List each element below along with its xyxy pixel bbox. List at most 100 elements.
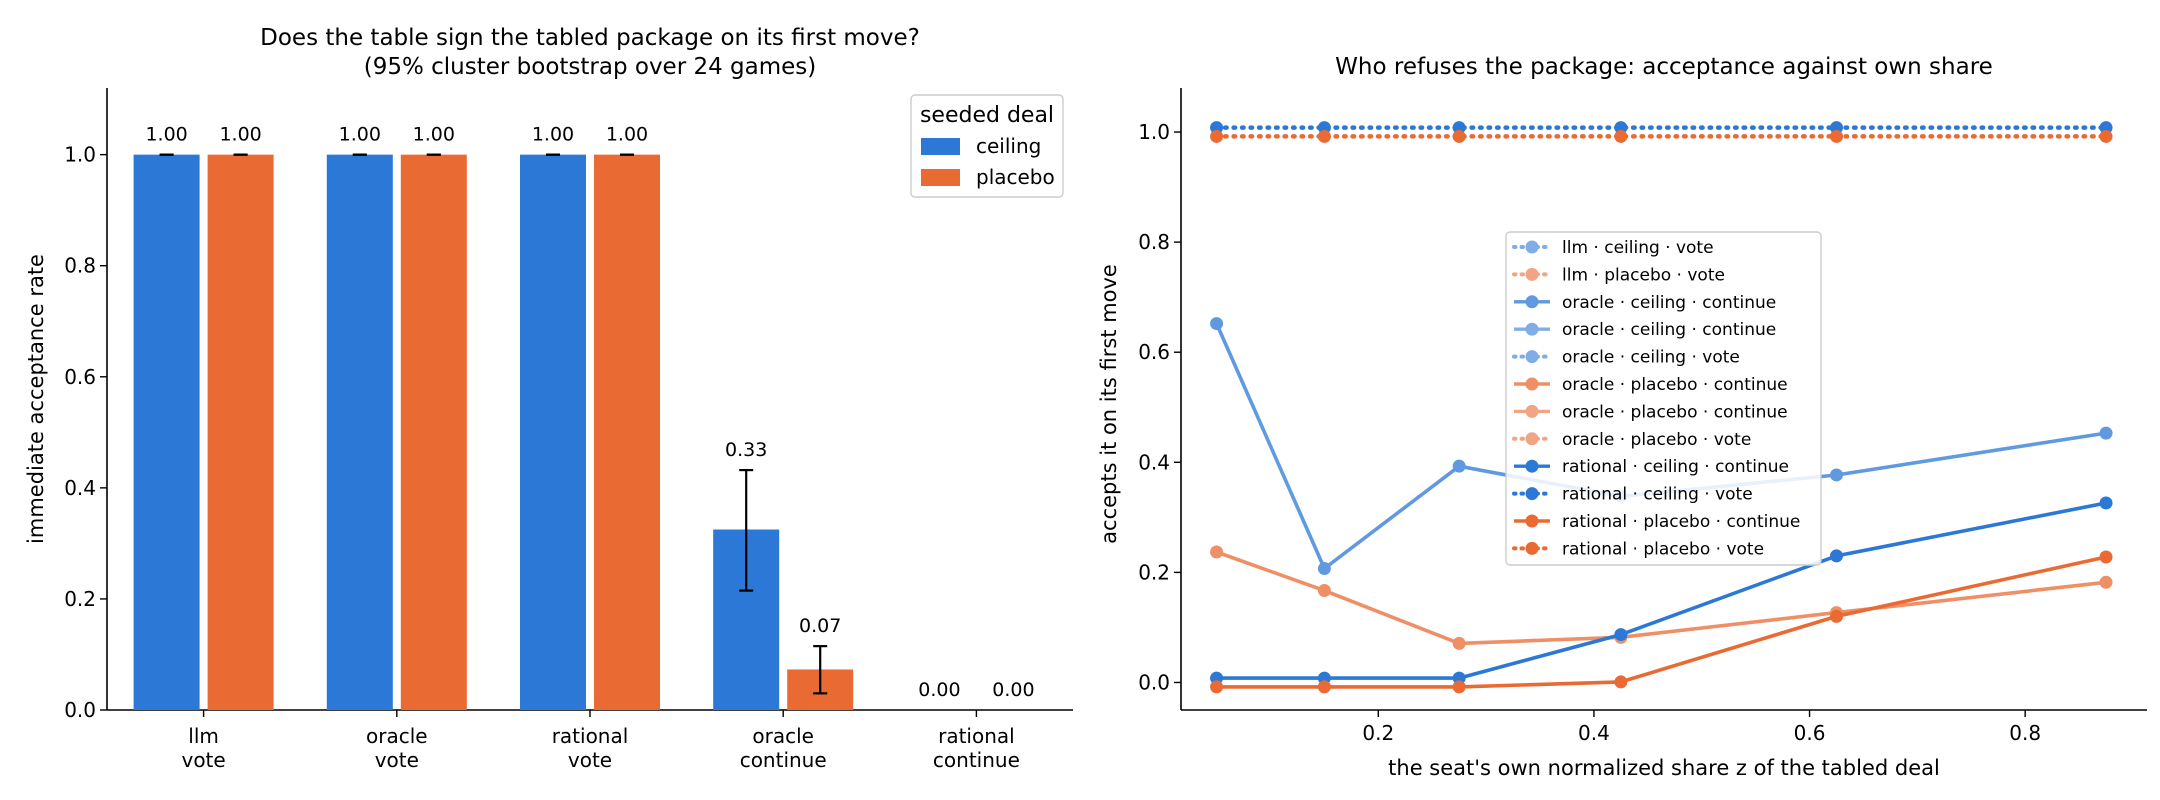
y-axis-label: immediate acceptance rate bbox=[24, 254, 48, 544]
data-label: 0.33 bbox=[725, 439, 767, 461]
legend-swatch bbox=[921, 169, 960, 186]
y-tick-label: 0.2 bbox=[1138, 560, 1170, 584]
x-tick-label: 0.8 bbox=[2009, 721, 2041, 745]
data-point bbox=[1452, 680, 1466, 694]
legend-dot bbox=[1525, 541, 1539, 555]
legend-title: seeded deal bbox=[920, 103, 1054, 128]
legend-label: oracle · ceiling · continue bbox=[1562, 320, 1776, 340]
x-tick-label: 0.2 bbox=[1362, 721, 1394, 745]
y-tick-label: 0.8 bbox=[1138, 230, 1170, 254]
y-tick-label: 0.0 bbox=[64, 698, 96, 722]
legend-dot bbox=[1525, 514, 1539, 528]
legend-label: placebo bbox=[976, 165, 1055, 189]
data-point bbox=[2099, 550, 2113, 564]
data-label: 0.00 bbox=[992, 679, 1034, 701]
legend-label: rational · ceiling · continue bbox=[1562, 457, 1789, 477]
data-label: 1.00 bbox=[339, 124, 381, 146]
y-tick-label: 0.8 bbox=[64, 254, 96, 278]
data-point bbox=[1830, 129, 1843, 143]
data-point bbox=[1210, 129, 1224, 143]
y-tick-label: 0.4 bbox=[64, 476, 96, 500]
data-label: 1.00 bbox=[219, 124, 261, 146]
y-tick-label: 0.2 bbox=[64, 587, 96, 611]
data-point bbox=[1317, 584, 1331, 598]
series bbox=[1210, 496, 2113, 685]
series-line bbox=[1216, 501, 2107, 680]
chart-title: Does the table sign the tabled package o… bbox=[260, 25, 920, 51]
legend-dot bbox=[1525, 350, 1539, 364]
legend-box bbox=[1505, 231, 1822, 566]
chart-title: Who refuses the package: acceptance agai… bbox=[1335, 54, 1993, 80]
data-point bbox=[1452, 459, 1466, 473]
legend-label: oracle · ceiling · continue bbox=[1562, 293, 1776, 313]
bar bbox=[520, 154, 586, 711]
legend-dot bbox=[1525, 295, 1539, 309]
y-tick-label: 0.0 bbox=[1138, 670, 1170, 694]
series-line bbox=[1216, 555, 2107, 689]
x-tick-label: rational bbox=[552, 724, 629, 748]
data-label: 0.00 bbox=[918, 679, 960, 701]
data-point bbox=[1830, 609, 1843, 623]
data-label: 0.07 bbox=[799, 615, 841, 637]
legend-marker bbox=[1514, 295, 1550, 309]
legend-label: llm · placebo · vote bbox=[1562, 265, 1725, 285]
data-point bbox=[2099, 575, 2113, 589]
data-label: 1.00 bbox=[145, 124, 187, 146]
legend-marker bbox=[1512, 350, 1552, 364]
x-tick-label: llm bbox=[188, 724, 219, 748]
legend-marker bbox=[1512, 541, 1552, 555]
y-tick-label: 1.0 bbox=[1138, 120, 1170, 144]
bar bbox=[133, 154, 200, 711]
bar bbox=[400, 154, 467, 711]
data-point bbox=[1830, 468, 1843, 482]
data-label: 1.00 bbox=[413, 124, 455, 146]
data-point bbox=[1830, 549, 1843, 563]
series bbox=[1210, 550, 2113, 694]
data-point bbox=[2099, 129, 2113, 143]
legend-marker bbox=[1512, 487, 1552, 501]
y-tick-label: 0.6 bbox=[1138, 340, 1170, 364]
legend-dot bbox=[1525, 322, 1539, 336]
series-line bbox=[1215, 550, 2107, 646]
legend-marker bbox=[1514, 377, 1550, 391]
x-tick-label: 0.4 bbox=[1578, 721, 1610, 745]
legend-label: ceiling bbox=[976, 134, 1041, 158]
legend-label: llm · ceiling · vote bbox=[1562, 238, 1714, 258]
data-point bbox=[1210, 680, 1224, 694]
bar bbox=[207, 154, 274, 711]
legend: llm · ceiling · vote llm · placebo · vote… bbox=[1505, 231, 1822, 566]
legend-label: rational · placebo · vote bbox=[1562, 539, 1764, 559]
legend-marker bbox=[1514, 404, 1550, 418]
legend-dot bbox=[1525, 377, 1539, 391]
legend-label: oracle · ceiling · vote bbox=[1562, 348, 1740, 368]
data-point bbox=[1452, 129, 1466, 143]
legend-dot bbox=[1525, 459, 1539, 473]
x-tick-label: vote bbox=[181, 748, 225, 772]
data-point bbox=[1614, 675, 1628, 689]
legend-marker bbox=[1512, 267, 1552, 281]
bar bbox=[594, 154, 660, 711]
data-point bbox=[1210, 545, 1224, 559]
series bbox=[1210, 121, 2113, 135]
y-axis-label: accepts it on its first move bbox=[1097, 264, 1121, 544]
bar-chart: Does the table sign the tabled package o… bbox=[24, 25, 1073, 772]
x-tick-label: rational bbox=[938, 724, 1015, 748]
legend-marker bbox=[1512, 432, 1552, 446]
series bbox=[1210, 129, 2113, 143]
data-label: 1.00 bbox=[606, 124, 648, 146]
legend-dot bbox=[1525, 404, 1539, 418]
y-tick-label: 0.4 bbox=[1138, 450, 1170, 474]
x-tick-label: vote bbox=[568, 748, 612, 772]
data-point bbox=[2099, 426, 2113, 440]
data-point bbox=[2099, 496, 2113, 510]
legend-label: oracle · placebo · continue bbox=[1562, 375, 1788, 395]
legend-label: rational · placebo · continue bbox=[1562, 512, 1800, 532]
legend-swatch bbox=[921, 138, 960, 155]
data-point bbox=[1210, 317, 1224, 331]
legend-marker bbox=[1514, 459, 1550, 473]
y-tick-label: 1.0 bbox=[64, 143, 96, 167]
data-label: 1.00 bbox=[532, 124, 574, 146]
legend-marker bbox=[1512, 240, 1552, 254]
legend-marker bbox=[1514, 322, 1550, 336]
